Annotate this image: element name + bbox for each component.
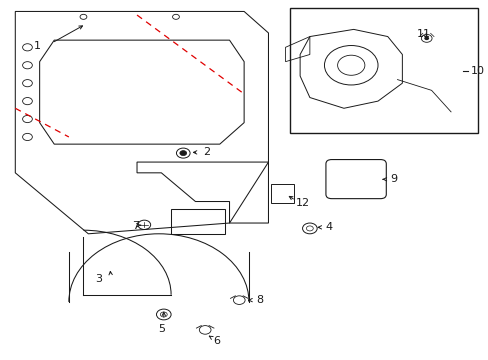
Text: 3: 3	[96, 274, 102, 284]
Text: 5: 5	[158, 324, 164, 334]
Text: 9: 9	[389, 174, 397, 184]
Text: 11: 11	[416, 29, 430, 39]
Text: 6: 6	[213, 336, 220, 346]
Text: 10: 10	[469, 66, 484, 76]
Circle shape	[180, 150, 186, 156]
Text: 12: 12	[296, 198, 310, 208]
Text: 7: 7	[132, 221, 139, 230]
Text: 4: 4	[325, 222, 332, 232]
Text: 8: 8	[255, 295, 263, 305]
Text: 1: 1	[34, 41, 41, 50]
Text: 2: 2	[203, 147, 209, 157]
Circle shape	[424, 37, 428, 40]
